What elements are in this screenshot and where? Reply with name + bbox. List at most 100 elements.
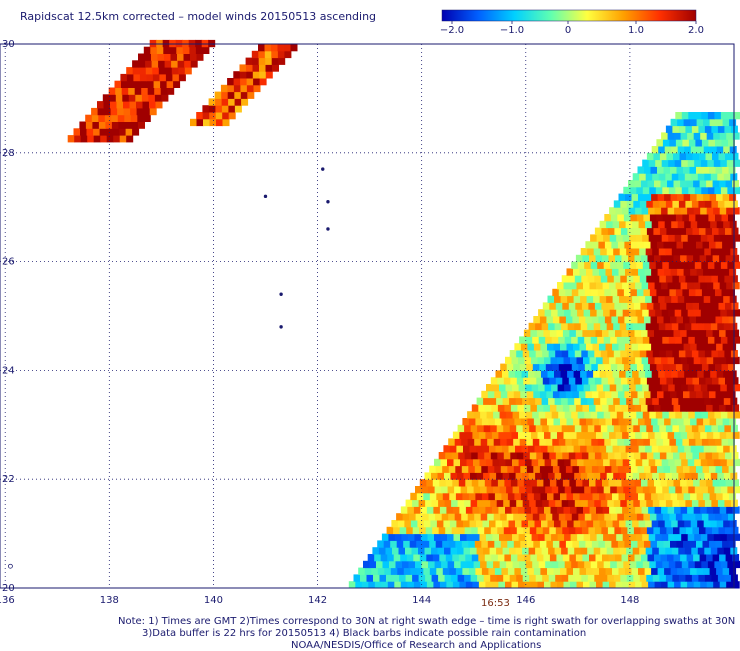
wind-cell xyxy=(705,526,713,535)
wind-cell xyxy=(649,261,657,269)
wind-cell xyxy=(642,336,650,344)
wind-cell xyxy=(696,166,703,174)
wind-cell xyxy=(481,418,489,426)
wind-cell xyxy=(729,492,737,501)
wind-cell xyxy=(701,336,709,344)
wind-cell xyxy=(536,329,544,337)
wind-cell xyxy=(725,254,733,263)
wind-cell xyxy=(654,329,661,337)
wind-cell xyxy=(710,370,718,378)
wind-cell xyxy=(624,390,632,399)
wind-cell xyxy=(719,404,727,412)
wind-cell xyxy=(509,424,517,433)
wind-cell xyxy=(571,288,579,297)
wind-cell xyxy=(468,567,476,575)
wind-cell xyxy=(272,64,279,72)
wind-cell xyxy=(693,404,701,412)
wind-cell xyxy=(669,139,677,147)
wind-cell xyxy=(624,316,632,324)
wind-cell xyxy=(646,350,654,358)
wind-cell xyxy=(621,479,629,487)
wind-cell xyxy=(713,132,721,140)
wind-cell xyxy=(451,526,459,535)
wind-cell xyxy=(383,540,391,548)
wind-cell xyxy=(733,458,740,467)
wind-cell xyxy=(522,424,530,433)
wind-cell xyxy=(137,114,145,122)
wind-cell xyxy=(497,479,505,487)
wind-cell xyxy=(506,411,514,419)
wind-cell xyxy=(586,268,593,276)
wind-cell xyxy=(581,499,589,507)
wind-cell xyxy=(517,554,525,562)
wind-cell xyxy=(149,107,157,116)
wind-cell xyxy=(696,268,704,276)
wind-cell xyxy=(87,135,95,143)
wind-cell xyxy=(491,479,499,487)
wind-cell xyxy=(630,513,638,521)
wind-cell xyxy=(684,248,692,256)
wind-cell xyxy=(110,107,118,116)
wind-cell xyxy=(642,261,650,269)
wind-cell xyxy=(246,78,254,86)
wind-cell xyxy=(646,275,654,283)
wind-cell xyxy=(494,492,502,501)
wind-cell xyxy=(528,370,535,378)
wind-cell xyxy=(664,418,672,426)
wind-cell xyxy=(571,513,579,521)
wind-cell xyxy=(727,112,735,120)
wind-cell xyxy=(396,513,404,521)
wind-cell xyxy=(713,234,721,242)
wind-cell xyxy=(135,94,143,102)
wind-cell xyxy=(602,329,609,337)
wind-cell xyxy=(704,350,712,358)
wind-cell xyxy=(638,220,646,229)
wind-cell xyxy=(715,166,723,174)
wind-cell xyxy=(720,112,728,120)
wind-cell xyxy=(399,574,407,582)
wind-cell xyxy=(544,533,552,541)
wind-cell xyxy=(571,363,579,371)
wind-cell xyxy=(558,288,566,297)
wind-cell xyxy=(654,180,661,188)
wind-cell xyxy=(590,261,598,269)
wind-cell xyxy=(621,329,629,337)
wind-cell xyxy=(632,397,640,405)
wind-cell xyxy=(691,173,699,181)
wind-cell xyxy=(689,166,697,174)
wind-cell xyxy=(455,465,463,473)
wind-cell xyxy=(632,445,640,453)
wind-cell xyxy=(692,377,700,385)
wind-cell xyxy=(447,458,454,467)
wind-cell xyxy=(556,329,564,337)
wind-cell xyxy=(683,241,690,249)
wind-cell xyxy=(530,554,538,562)
wind-cell xyxy=(647,329,655,337)
wind-cell xyxy=(423,567,431,575)
wind-cell xyxy=(629,560,637,569)
wind-cell xyxy=(393,526,401,535)
wind-cell xyxy=(576,356,584,365)
wind-cell xyxy=(557,356,564,365)
wind-cell xyxy=(436,520,444,528)
latitude-tick-label: 22 xyxy=(2,474,15,485)
wind-cell xyxy=(451,574,459,582)
wind-cell xyxy=(492,458,500,467)
wind-cell xyxy=(722,540,730,548)
wind-cell xyxy=(593,322,601,331)
wind-cell xyxy=(644,166,651,174)
wind-cell xyxy=(689,465,697,473)
wind-cell xyxy=(681,112,689,120)
axis-labels: 136138140142144146148302826242220 xyxy=(0,39,639,606)
wind-cell xyxy=(576,282,584,290)
wind-cell xyxy=(700,533,708,541)
wind-cell xyxy=(684,295,692,303)
wind-cell xyxy=(695,513,703,521)
wind-cell xyxy=(177,60,185,68)
wind-cell xyxy=(486,533,493,541)
wind-cell xyxy=(714,112,722,120)
wind-cell xyxy=(632,547,640,555)
wind-cell xyxy=(654,356,662,365)
wind-cell xyxy=(361,581,369,589)
wind-cell xyxy=(584,288,592,297)
